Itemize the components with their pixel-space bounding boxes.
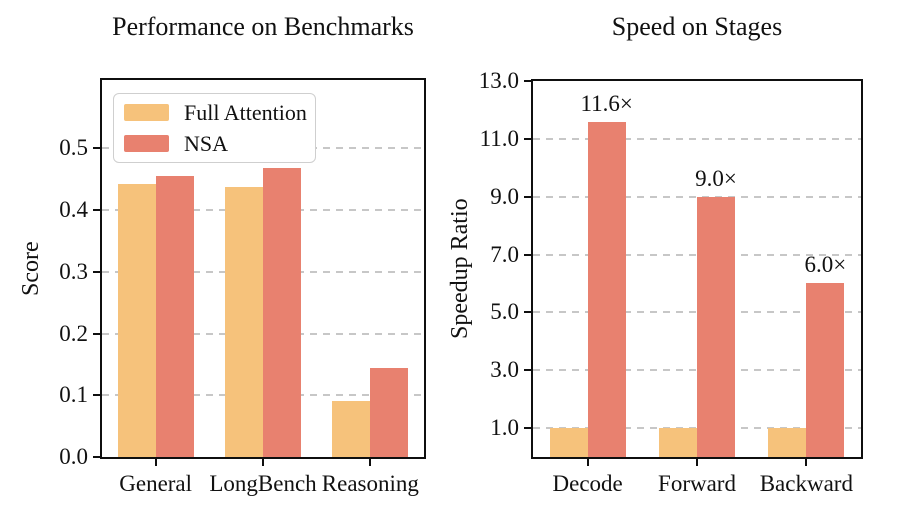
bar-full-attention bbox=[768, 428, 807, 457]
y-tick-label: 0.3 bbox=[59, 258, 88, 284]
y-tick-label: 1.0 bbox=[490, 415, 519, 441]
bar-nsa bbox=[263, 167, 301, 457]
x-tick-mark bbox=[262, 459, 264, 466]
x-tick-mark bbox=[696, 459, 698, 466]
y-tick-label: 13.0 bbox=[478, 68, 519, 93]
bar-value-label: 9.0× bbox=[695, 165, 737, 191]
y-tick-label: 9.0 bbox=[490, 183, 519, 209]
bar-nsa bbox=[587, 121, 626, 457]
y-tick-mark bbox=[93, 456, 100, 458]
bar-nsa bbox=[806, 283, 845, 457]
chart-title: Speed on Stages bbox=[611, 12, 783, 41]
x-tick-mark bbox=[805, 459, 808, 466]
legend-swatch bbox=[124, 104, 169, 121]
gridline bbox=[102, 394, 424, 397]
bar-full-attention bbox=[332, 401, 371, 457]
y-axis-label: Speedup Ratio bbox=[447, 198, 473, 340]
bar-nsa bbox=[155, 175, 194, 457]
legend-entry: NSA bbox=[124, 130, 301, 156]
x-tick-label: Forward bbox=[658, 471, 736, 496]
y-tick-mark bbox=[93, 332, 100, 335]
gridline bbox=[533, 311, 861, 314]
bar-full-attention bbox=[659, 428, 697, 457]
y-tick-label: 0.0 bbox=[59, 444, 88, 469]
plot-area: Full Attention NSA bbox=[100, 78, 426, 459]
y-tick-mark bbox=[93, 147, 100, 150]
y-tick-label: 7.0 bbox=[490, 241, 519, 267]
y-tick-label: 0.1 bbox=[59, 382, 88, 408]
gridline bbox=[102, 209, 424, 212]
y-tick-mark bbox=[524, 427, 531, 430]
y-axis-label: Score bbox=[18, 241, 44, 296]
y-tick-mark bbox=[524, 253, 531, 256]
y-tick-mark bbox=[93, 209, 100, 212]
x-tick-mark bbox=[369, 459, 372, 466]
y-tick-label: 3.0 bbox=[490, 357, 519, 383]
chart-title: Performance on Benchmarks bbox=[112, 12, 414, 41]
x-tick-label: Decode bbox=[552, 471, 623, 496]
gridline bbox=[533, 427, 861, 430]
y-tick-label: 0.4 bbox=[59, 197, 88, 223]
legend-label: Full Attention bbox=[184, 99, 307, 125]
bar-value-label: 6.0× bbox=[804, 252, 847, 278]
y-tick-label: 0.5 bbox=[59, 135, 88, 161]
bar-value-label: 11.6× bbox=[580, 90, 633, 116]
gridline bbox=[533, 137, 861, 140]
plot-area: 11.6× 9.0× 6.0× bbox=[531, 79, 863, 459]
y-tick-label: 0.2 bbox=[59, 320, 88, 346]
y-tick-mark bbox=[93, 270, 100, 273]
y-tick-mark bbox=[524, 369, 531, 372]
x-tick-mark bbox=[154, 459, 157, 466]
legend-entry: Full Attention bbox=[124, 100, 307, 125]
y-tick-mark bbox=[524, 311, 531, 314]
gridline bbox=[102, 270, 424, 273]
x-tick-label: LongBench bbox=[209, 471, 317, 496]
legend: Full Attention NSA bbox=[113, 93, 316, 163]
bar-full-attention bbox=[549, 428, 588, 457]
legend-swatch bbox=[124, 135, 169, 152]
x-tick-label: Reasoning bbox=[321, 471, 419, 496]
y-tick-mark bbox=[524, 137, 531, 140]
y-tick-label: 11.0 bbox=[479, 125, 519, 151]
bar-nsa bbox=[370, 367, 409, 457]
gridline bbox=[533, 253, 861, 256]
y-tick-label: 5.0 bbox=[490, 299, 519, 325]
bar-nsa bbox=[697, 196, 735, 457]
gridline bbox=[102, 332, 424, 335]
legend-label: NSA bbox=[184, 130, 229, 156]
bar-full-attention bbox=[117, 183, 156, 457]
x-tick-label: Backward bbox=[759, 471, 853, 496]
y-tick-mark bbox=[93, 394, 100, 397]
x-tick-mark bbox=[586, 459, 589, 466]
gridline bbox=[533, 369, 861, 372]
y-tick-mark bbox=[524, 80, 531, 82]
gridline bbox=[533, 195, 861, 198]
bar-full-attention bbox=[225, 187, 263, 457]
y-tick-mark bbox=[524, 195, 531, 198]
gridline bbox=[102, 147, 424, 150]
x-tick-label: General bbox=[119, 471, 193, 496]
